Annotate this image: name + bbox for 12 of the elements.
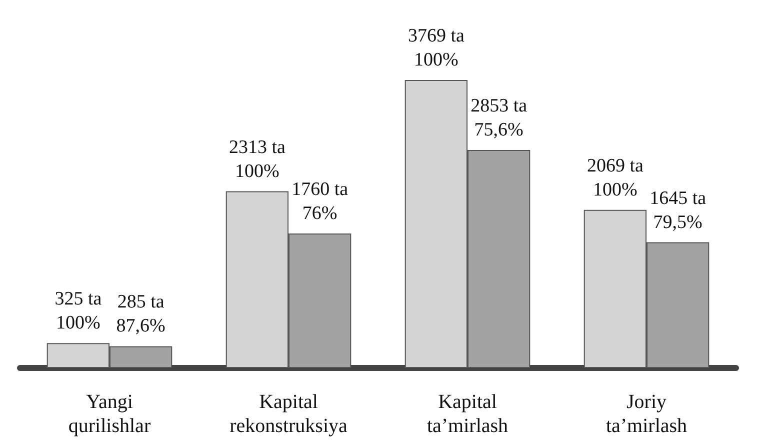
- data-label: 2313 ta 100%: [228, 136, 286, 182]
- data-label: 3769 ta 100%: [408, 26, 465, 70]
- data-label: 1645 ta 79,5%: [650, 188, 707, 233]
- data-label: 325 ta 100%: [54, 288, 102, 334]
- data-label: 2853 ta 75,6%: [470, 95, 528, 140]
- x-tick-label: Kapital rekonstruksiya: [230, 391, 348, 437]
- x-tick-label: Yangi qurilishlar: [68, 391, 151, 437]
- data-label: 1760 ta 76%: [292, 179, 349, 224]
- data-label: 2069 ta 100%: [586, 155, 644, 200]
- data-label: 285 ta 87,6%: [116, 292, 166, 337]
- x-tick-label: Kapital ta’mirlash: [426, 391, 508, 437]
- x-tick-label: Joriy ta’mirlash: [606, 391, 688, 437]
